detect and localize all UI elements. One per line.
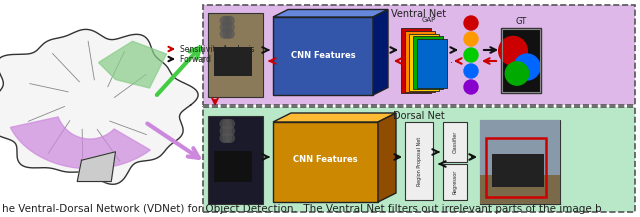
Text: Ventral Net: Ventral Net bbox=[392, 9, 447, 19]
Circle shape bbox=[226, 30, 234, 38]
Bar bbox=[208, 13, 263, 59]
Text: GT: GT bbox=[515, 17, 527, 26]
Circle shape bbox=[226, 120, 234, 128]
Circle shape bbox=[223, 134, 232, 142]
Polygon shape bbox=[273, 122, 378, 202]
Circle shape bbox=[223, 30, 232, 38]
Circle shape bbox=[220, 120, 229, 128]
Text: CNN Features: CNN Features bbox=[292, 156, 357, 164]
Polygon shape bbox=[273, 113, 396, 122]
Text: Regressor: Regressor bbox=[452, 170, 458, 194]
Text: Dorsal Net: Dorsal Net bbox=[393, 111, 445, 121]
Circle shape bbox=[223, 16, 232, 25]
Circle shape bbox=[220, 30, 228, 38]
Bar bbox=[409, 34, 439, 91]
Text: Classifier: Classifier bbox=[452, 131, 458, 153]
Bar bbox=[486, 138, 547, 197]
Polygon shape bbox=[273, 10, 388, 17]
Text: Sensitivity Analysis: Sensitivity Analysis bbox=[180, 44, 255, 54]
Polygon shape bbox=[378, 113, 396, 202]
Circle shape bbox=[464, 80, 478, 94]
Circle shape bbox=[464, 16, 478, 30]
Polygon shape bbox=[373, 10, 388, 95]
Bar bbox=[208, 13, 263, 97]
Circle shape bbox=[464, 64, 478, 78]
Polygon shape bbox=[10, 117, 150, 169]
Circle shape bbox=[226, 16, 234, 25]
Text: CNN Features: CNN Features bbox=[291, 51, 355, 59]
Circle shape bbox=[499, 36, 527, 65]
Circle shape bbox=[223, 120, 232, 128]
Bar bbox=[480, 120, 560, 175]
Circle shape bbox=[223, 23, 232, 31]
Bar bbox=[443, 122, 467, 162]
Text: GAP: GAP bbox=[422, 17, 436, 23]
Bar bbox=[501, 28, 541, 93]
Circle shape bbox=[226, 23, 234, 31]
Circle shape bbox=[226, 127, 234, 135]
Bar bbox=[480, 175, 560, 204]
Bar bbox=[401, 28, 431, 93]
Bar bbox=[443, 164, 467, 200]
Bar bbox=[214, 151, 252, 182]
Bar bbox=[208, 59, 263, 97]
Text: Region Proposal Net: Region Proposal Net bbox=[417, 136, 422, 186]
Bar bbox=[492, 154, 544, 187]
Circle shape bbox=[220, 127, 229, 135]
Bar bbox=[413, 36, 443, 89]
Bar bbox=[208, 116, 263, 204]
Text: · ·: · · bbox=[451, 58, 460, 68]
Circle shape bbox=[223, 127, 232, 135]
Circle shape bbox=[506, 62, 529, 85]
Bar bbox=[203, 5, 635, 105]
Polygon shape bbox=[77, 152, 115, 181]
Bar bbox=[214, 47, 252, 76]
Polygon shape bbox=[273, 17, 373, 95]
Bar bbox=[203, 107, 635, 212]
Circle shape bbox=[514, 54, 540, 80]
Text: Forward pass: Forward pass bbox=[180, 54, 231, 64]
Circle shape bbox=[220, 23, 228, 31]
Circle shape bbox=[220, 16, 228, 25]
Circle shape bbox=[220, 134, 229, 142]
Circle shape bbox=[464, 48, 478, 62]
Bar bbox=[405, 122, 433, 200]
Circle shape bbox=[226, 134, 234, 142]
Bar bbox=[405, 31, 435, 92]
Bar bbox=[480, 120, 560, 204]
Polygon shape bbox=[0, 29, 198, 184]
Circle shape bbox=[464, 32, 478, 46]
Bar bbox=[417, 39, 447, 88]
Bar bbox=[502, 29, 540, 92]
Text: he Ventral-Dorsal Network (VDNet) for Object Detection.  The Ventral Net filters: he Ventral-Dorsal Network (VDNet) for Ob… bbox=[2, 204, 602, 214]
Polygon shape bbox=[99, 41, 166, 88]
